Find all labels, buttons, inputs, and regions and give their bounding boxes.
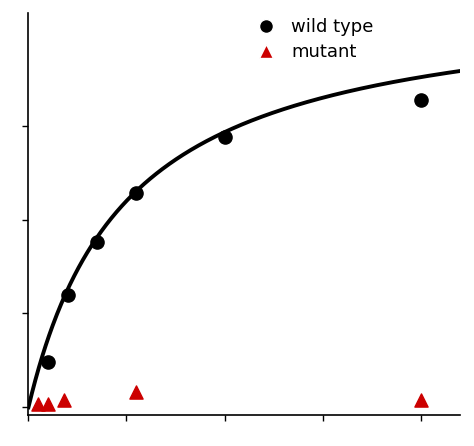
Point [64, 291, 72, 298]
Legend: wild type, mutant: wild type, mutant [245, 14, 377, 65]
Point [44, 400, 52, 407]
Point [132, 190, 140, 197]
Point [417, 396, 424, 403]
Point [417, 96, 424, 103]
Point [44, 359, 52, 366]
Point [60, 396, 67, 403]
Point [221, 134, 228, 141]
Point [35, 400, 42, 407]
Point [132, 389, 140, 396]
Point [93, 239, 101, 246]
